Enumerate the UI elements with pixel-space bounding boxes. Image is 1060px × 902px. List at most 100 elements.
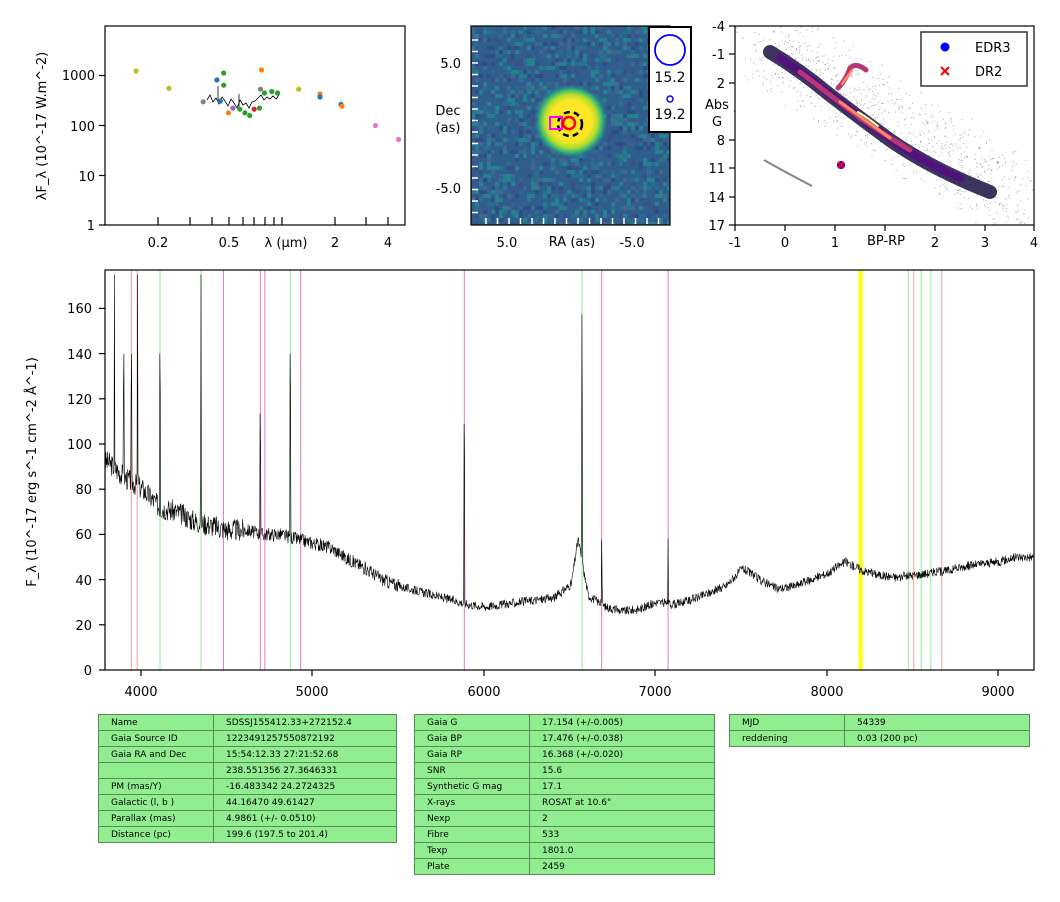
sed-y-tick-label: 1: [87, 219, 95, 234]
sed-point: [247, 112, 253, 119]
sed-point: [221, 70, 227, 76]
sed-point: [242, 110, 248, 116]
spectrum-frame: [104, 269, 1035, 671]
sed-point: [339, 103, 345, 109]
mag-bright-marker: [654, 34, 686, 66]
photometry-info-table: Gaia G 17.154 (+/-0.005) Gaia BP 17.476 (+/…: [414, 714, 715, 875]
table-key-cell: Gaia BP: [414, 730, 530, 747]
observation-info-body: MJD 54339 reddening 0.03 (200 pc): [729, 714, 1030, 747]
sed-point: [258, 67, 265, 73]
table-row: Plate 2459: [414, 858, 715, 875]
table-row: Gaia Source ID 1223491257550872192: [98, 730, 397, 747]
cutout-noise: [471, 26, 670, 225]
sed-x-tick-label: 4: [384, 236, 392, 251]
sed-panel: 1 10 100 1000 0.2 0.5 2 4 λ (μm) λF_λ (1…: [35, 25, 406, 251]
hrd-x-tick-label: 1: [831, 236, 839, 251]
sed-point: [275, 90, 281, 96]
table-value-cell: 15:54:12.33 27:21:52.68: [213, 746, 397, 763]
spectrum-y-tick-label: 40: [75, 574, 92, 589]
table-key-cell: MJD: [729, 714, 845, 731]
sed-x-axis-label: λ (μm): [265, 236, 308, 251]
spectrum-y-tick-label: 120: [67, 393, 92, 408]
mag-faint-label: 19.2: [654, 107, 685, 123]
table-row: Synthetic G mag 17.1: [414, 778, 715, 795]
table-key-cell: Plate: [414, 858, 530, 875]
sed-x-ticks: [157, 217, 389, 225]
table-key-cell: X-rays: [414, 794, 530, 811]
table-row: X-rays ROSAT at 10.6": [414, 794, 715, 811]
table-value-cell: 17.154 (+/-0.005): [529, 714, 715, 731]
table-value-cell: 17.1: [529, 778, 715, 795]
table-key-cell: Gaia G: [414, 714, 530, 731]
table-key-cell: reddening: [729, 730, 845, 747]
cutout-x-tick-label: -5.0: [619, 236, 644, 251]
cutout-y-tick-label: -5.0: [436, 182, 461, 197]
hrd-y-tick-label: 11: [708, 162, 725, 177]
table-value-cell: 4.9861 (+/- 0.0510): [213, 810, 397, 827]
table-key-cell: SNR: [414, 762, 530, 779]
table-key-cell: [98, 762, 214, 779]
spectrum-y-tick-label: 140: [67, 348, 92, 363]
sed-point: [372, 122, 378, 129]
table-row: SNR 15.6: [414, 762, 715, 779]
table-row: Galactic (l, b ) 44.16470 49.61427: [98, 794, 397, 811]
spectrum-x-tick-label: 4000: [124, 685, 157, 700]
sed-point: [221, 82, 227, 88]
sed-point: [296, 86, 302, 92]
table-value-cell: 1223491257550872192: [213, 730, 397, 747]
table-row: reddening 0.03 (200 pc): [729, 730, 1030, 747]
sed-x-tick-label: 2: [331, 236, 339, 251]
hrd-density-cloud: [735, 26, 1034, 225]
table-row: Texp 1801.0: [414, 842, 715, 859]
cutout-panel: 15.2 19.2 5.0 -5.0 Dec (as) 5.0 -5.0 RA …: [435, 25, 692, 251]
sed-point: [166, 85, 172, 91]
spectrum-y-tick-label: 80: [75, 483, 92, 498]
spectrum-y-ticks: [99, 307, 105, 671]
legend-dr2-label: DR2: [975, 65, 1002, 80]
sed-plot-frame: [104, 25, 406, 226]
spectrum-y-tick-label: 60: [75, 528, 92, 543]
hrd-x-tick-label: 4: [1030, 236, 1038, 251]
spectrum-y-tick-label: 160: [67, 302, 92, 317]
table-value-cell: 17.476 (+/-0.038): [529, 730, 715, 747]
hrd-y-label-bg: [700, 93, 734, 131]
cutout-y-tick-label: 5.0: [440, 57, 461, 72]
sed-point: [256, 105, 263, 111]
table-row: Nexp 2: [414, 810, 715, 827]
spectrum-y-tick-label: 100: [67, 438, 92, 453]
table-value-cell: 44.16470 49.61427: [213, 794, 397, 811]
hrd-x-tick-label: -1: [729, 236, 742, 251]
hrd-x-axis-label: BP-RP: [867, 234, 905, 249]
sed-point: [230, 105, 236, 111]
spectrum-trace-group: [105, 274, 1034, 615]
target-marker: [561, 115, 577, 131]
hrd-y-tick-label: 14: [708, 191, 725, 206]
table-key-cell: Texp: [414, 842, 530, 859]
table-row: PM (mas/Y) -16.483342 24.2724325: [98, 778, 397, 795]
cutout-y-axis-label: Dec: [435, 104, 460, 119]
cutout-x-axis-label: RA (as): [549, 235, 595, 250]
sed-points: [133, 67, 402, 143]
source-info-table: Name SDSSJ155412.33+272152.4 Gaia Source I…: [98, 714, 397, 843]
cutout-y-axis-label: (as): [436, 121, 461, 136]
hrd-x-ticks: [734, 225, 1035, 231]
spectrum-panel: 0 20 40 60 80 100 120 140 160 4000 5000 …: [24, 269, 1035, 700]
hrd-y-tick-label: -4: [712, 20, 725, 35]
mag-bright-label: 15.2: [654, 70, 685, 86]
observation-info-table: MJD 54339 reddening 0.03 (200 pc): [729, 714, 1030, 747]
sed-point: [225, 110, 231, 116]
table-row: Gaia G 17.154 (+/-0.005): [414, 714, 715, 731]
table-value-cell: SDSSJ155412.33+272152.4: [213, 714, 397, 731]
spectrum-x-tick-label: 6000: [467, 685, 500, 700]
mag-faint-marker: [666, 95, 674, 103]
table-key-cell: Distance (pc): [98, 826, 214, 843]
table-value-cell: ROSAT at 10.6": [529, 794, 715, 811]
table-value-cell: 199.6 (197.5 to 201.4): [213, 826, 397, 843]
sed-x-tick-label: 0.2: [148, 236, 169, 251]
spectrum-y-tick-label: 0: [84, 664, 92, 679]
sed-y-tick-label: 10: [78, 170, 95, 185]
sed-y-ticks: [99, 74, 105, 226]
spectrum-x-tick-label: 9000: [981, 685, 1014, 700]
table-key-cell: Parallax (mas): [98, 810, 214, 827]
table-row: Gaia RA and Dec 15:54:12.33 27:21:52.68: [98, 746, 397, 763]
